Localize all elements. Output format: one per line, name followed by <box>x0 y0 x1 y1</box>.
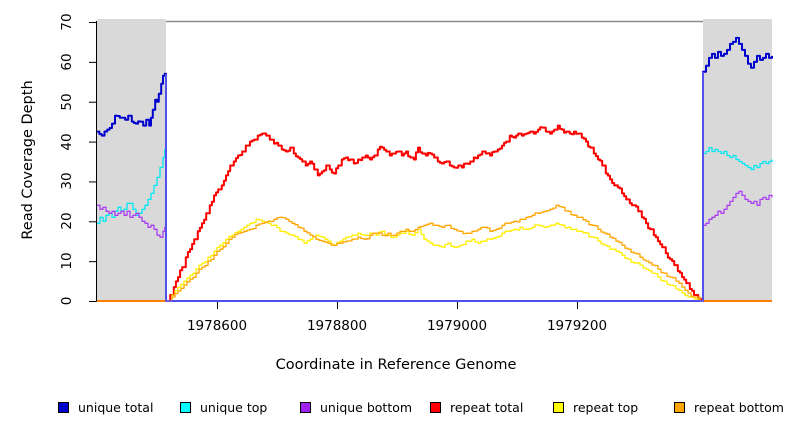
legend-label-unique-top: unique top <box>200 399 268 415</box>
legend-label-repeat-total: repeat total <box>450 399 524 415</box>
series-line-unique-total <box>97 36 773 302</box>
x-tick-label-1978800: 1978800 <box>306 318 368 334</box>
legend-swatch-repeat-top <box>553 401 564 413</box>
repeat-region-boundary <box>165 71 704 302</box>
y-tick-label-60: 60 <box>59 53 75 71</box>
legend-swatch-unique-bottom <box>300 401 311 413</box>
y-tick-label-30: 30 <box>59 172 75 191</box>
legend-swatch-repeat-bottom <box>674 401 685 413</box>
x-tick-label-1979000: 1979000 <box>426 318 488 334</box>
y-tick-label-40: 40 <box>59 132 75 151</box>
left-shaded-region <box>97 19 166 301</box>
y-tick-label-0: 0 <box>59 296 75 306</box>
legend-label-repeat-top: repeat top <box>573 399 639 415</box>
legend-label-unique-bottom: unique bottom <box>320 399 413 415</box>
legend-item-unique-total: unique total <box>58 398 153 416</box>
legend-swatch-unique-top <box>180 401 191 413</box>
legend: unique total unique top unique bottom re… <box>0 398 792 420</box>
x-tick-label-1978600: 1978600 <box>186 318 248 334</box>
legend-item-repeat-total: repeat total <box>430 398 523 416</box>
legend-item-unique-bottom: unique bottom <box>300 398 412 416</box>
y-axis-title: Read Coverage Depth <box>20 80 36 240</box>
y-tick-label-20: 20 <box>59 212 75 230</box>
series-line-repeat-top <box>97 218 772 302</box>
series-line-repeat-total <box>97 124 772 302</box>
series-line-unique-top <box>97 146 773 302</box>
y-tick-label-70: 70 <box>59 13 75 31</box>
y-tick-label-10: 10 <box>59 252 75 270</box>
x-tick-label-1979200: 1979200 <box>546 318 608 334</box>
series-line-repeat-bottom <box>97 204 772 302</box>
y-tick-label-50: 50 <box>59 93 75 111</box>
legend-label-repeat-bottom: repeat bottom <box>694 399 784 415</box>
x-axis-title: Coordinate in Reference Genome <box>275 357 517 373</box>
legend-item-unique-top: unique top <box>180 398 267 416</box>
legend-item-repeat-bottom: repeat bottom <box>674 398 784 416</box>
legend-swatch-unique-total <box>58 401 69 413</box>
legend-item-repeat-top: repeat top <box>553 398 638 416</box>
legend-label-unique-total: unique total <box>78 399 154 415</box>
legend-swatch-repeat-total <box>430 401 441 413</box>
